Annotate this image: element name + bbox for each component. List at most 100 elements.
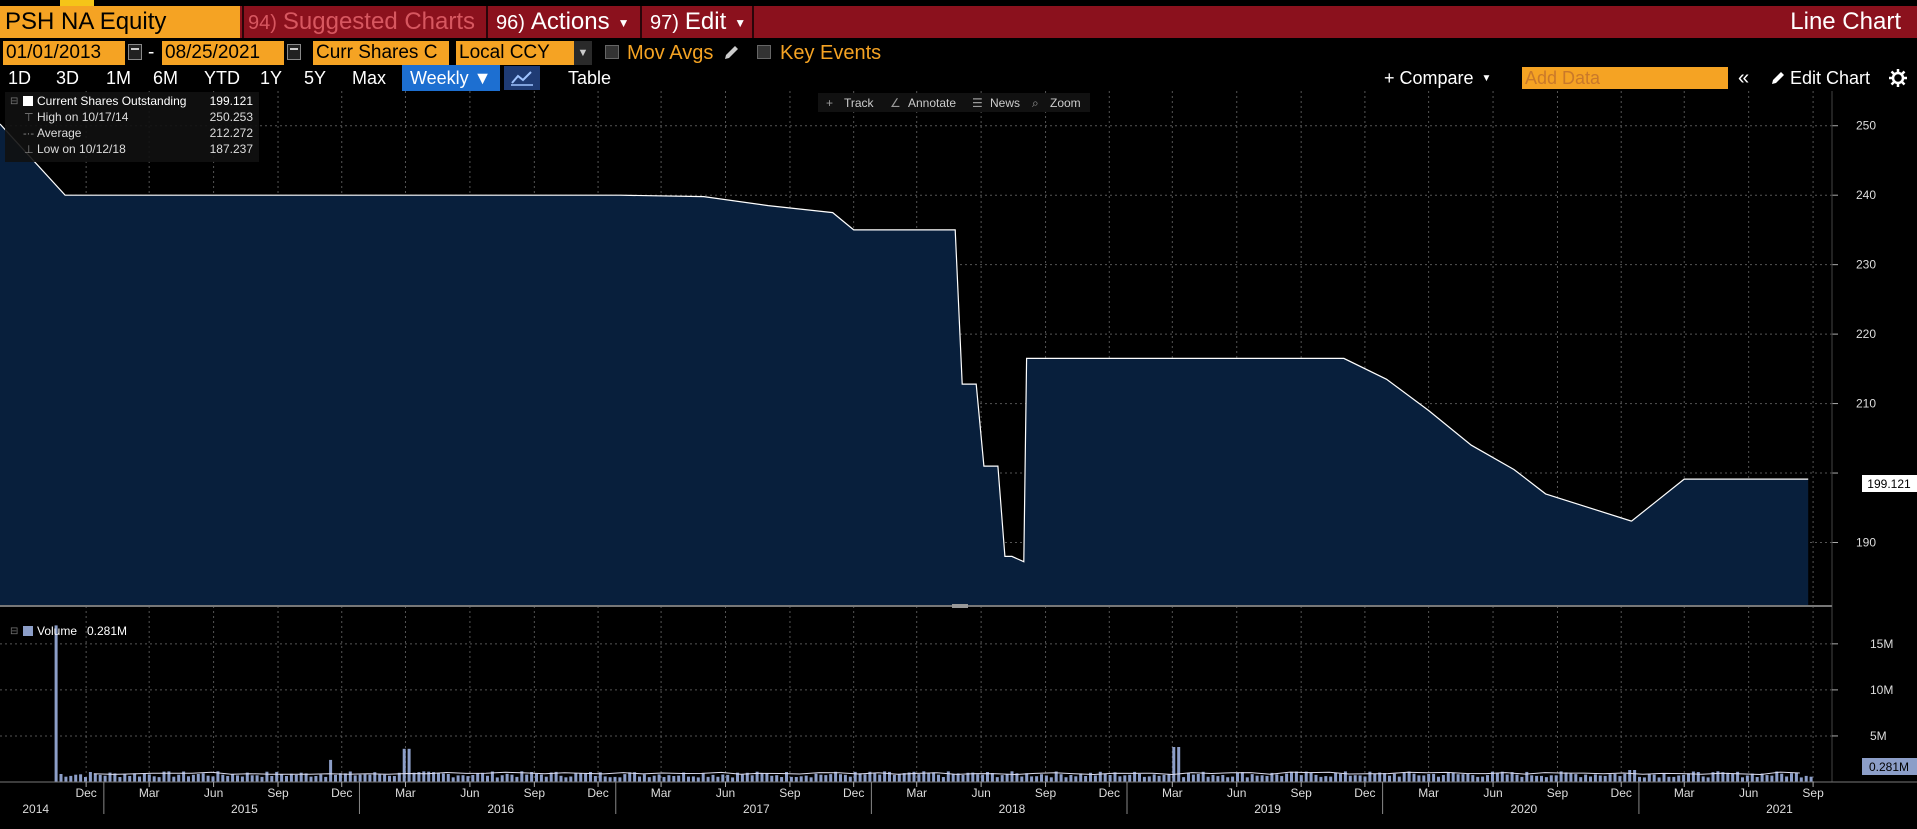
volume-bar — [1755, 777, 1759, 782]
x-year-label: 2017 — [743, 802, 770, 816]
volume-bar — [1750, 773, 1754, 782]
period-button-1d[interactable]: 1D — [8, 68, 32, 88]
volume-bar — [775, 775, 779, 782]
expand-icon[interactable]: ⊟ — [10, 96, 18, 107]
x-year-label: 2016 — [487, 802, 514, 816]
volume-bar — [1093, 775, 1097, 782]
gear-icon[interactable] — [1889, 69, 1907, 87]
x-month-label: Mar — [651, 786, 672, 800]
legend-background — [5, 92, 259, 162]
expand-icon[interactable]: ⊟ — [10, 626, 18, 637]
volume-bar — [1064, 777, 1068, 782]
x-month-label: Mar — [395, 786, 416, 800]
mov-avgs-checkbox[interactable] — [605, 45, 619, 59]
actions-menu[interactable]: 96) Actions ▼ — [496, 6, 630, 38]
volume-bar — [1152, 774, 1156, 782]
volume-bar — [1441, 775, 1445, 782]
add-data-input[interactable]: Add Data — [1522, 67, 1728, 89]
volume-bar — [373, 772, 377, 782]
news-tool[interactable]: ☰ News — [972, 96, 1020, 110]
period-button-5y[interactable]: 5Y — [304, 68, 327, 88]
volume-bar — [1123, 775, 1127, 782]
volume-bar — [794, 777, 798, 782]
zoom-icon: ⌕ — [1032, 96, 1039, 110]
period-button-1y[interactable]: 1Y — [260, 68, 283, 88]
period-button-1m[interactable]: 1M — [106, 68, 132, 88]
volume-bar — [1329, 776, 1333, 782]
x-month-label: Jun — [1739, 786, 1758, 800]
volume-bar — [1314, 774, 1318, 782]
volume-bar — [1486, 775, 1489, 782]
zoom-tool[interactable]: ⌕ Zoom — [1032, 96, 1081, 110]
currency-select[interactable]: Local CCY — [456, 41, 574, 65]
volume-bar — [1613, 773, 1617, 782]
volume-bar — [1667, 776, 1671, 782]
y-tick-label: 190 — [1856, 535, 1876, 549]
pane-resize-handle[interactable] — [952, 604, 968, 608]
chevron-down-icon[interactable]: ▼ — [574, 41, 592, 65]
volume-bar — [1525, 771, 1529, 782]
volume-bar — [133, 773, 137, 782]
volume-bar — [378, 774, 382, 782]
period-button-3d[interactable]: 3D — [56, 68, 80, 88]
pane-separator[interactable] — [0, 605, 1832, 607]
track-tool[interactable]: + Track — [826, 96, 875, 110]
volume-bar — [1049, 777, 1053, 782]
volume-bar — [1240, 772, 1244, 782]
table-button[interactable]: Table — [568, 68, 612, 88]
volume-bar — [667, 775, 671, 782]
volume-bar — [843, 774, 847, 782]
period-button-max[interactable]: Max — [352, 68, 387, 88]
volume-average-line — [93, 771, 1800, 776]
calendar-icon[interactable] — [287, 44, 301, 60]
key-events-checkbox[interactable] — [757, 45, 771, 59]
pencil-icon[interactable] — [722, 44, 740, 62]
volume-bar — [1481, 776, 1485, 782]
period-button-6m[interactable]: 6M — [153, 68, 179, 88]
start-date-input[interactable]: 01/01/2013 — [3, 41, 125, 65]
volume-bar — [1000, 775, 1004, 782]
volume-bar — [437, 772, 440, 782]
volume-bar — [1638, 776, 1641, 782]
volume-bar — [1809, 776, 1813, 782]
volume-last-tag-text: 0.281M — [1869, 760, 1909, 774]
volume-bar — [265, 771, 269, 782]
field-select[interactable]: Curr Shares C — [313, 41, 449, 65]
x-month-label: Mar — [1418, 786, 1439, 800]
period-button-ytd[interactable]: YTD — [204, 68, 240, 88]
volume-bar — [946, 771, 950, 782]
volume-bar — [157, 777, 161, 782]
volume-bar — [1500, 771, 1504, 782]
x-year-label: 2019 — [1254, 802, 1281, 816]
edit-menu[interactable]: 97) Edit ▼ — [650, 6, 746, 38]
annotate-tool[interactable]: ∠ Annotate — [890, 96, 956, 110]
chart-canvas[interactable]: 190 210 220 230 240 250 5M 10M 15M Dec Mar Jun Sep… — [0, 91, 1917, 829]
line-chart-type-button[interactable] — [504, 66, 540, 90]
key-events-label: Key Events — [780, 42, 882, 64]
end-date-input[interactable]: 08/25/2021 — [162, 41, 284, 65]
volume-bar — [858, 773, 862, 782]
compare-button[interactable]: + Compare ▼ — [1384, 65, 1491, 92]
title-bar: PSH NA Equity 94) Suggested Charts 96) Act… — [0, 6, 1917, 38]
volume-bar — [672, 776, 676, 782]
frequency-dropdown[interactable]: Weekly ▼ — [402, 65, 500, 91]
ticker-field[interactable]: PSH NA Equity — [0, 6, 240, 38]
low-marker-icon: ⊥ — [24, 144, 34, 156]
collapse-double-chevron-icon[interactable]: « — [1738, 67, 1750, 89]
volume-bar — [201, 773, 205, 782]
suggested-charts-menu[interactable]: 94) Suggested Charts — [248, 6, 475, 38]
edit-chart-button[interactable]: Edit Chart — [1770, 65, 1870, 91]
volume-bar — [397, 772, 401, 782]
volume-bar — [701, 773, 705, 782]
date-separator: - — [148, 42, 155, 63]
volume-bar — [1397, 776, 1401, 782]
volume-bar — [1422, 775, 1426, 782]
calendar-icon[interactable] — [128, 44, 142, 60]
volume-bar — [1642, 777, 1646, 782]
volume-bar — [1726, 772, 1730, 782]
legend-series-value: 199.121 — [210, 94, 254, 108]
x-year-label: 2018 — [999, 802, 1026, 816]
volume-bar — [1373, 773, 1377, 782]
volume-bar — [240, 776, 244, 782]
volume-bar — [809, 777, 813, 782]
